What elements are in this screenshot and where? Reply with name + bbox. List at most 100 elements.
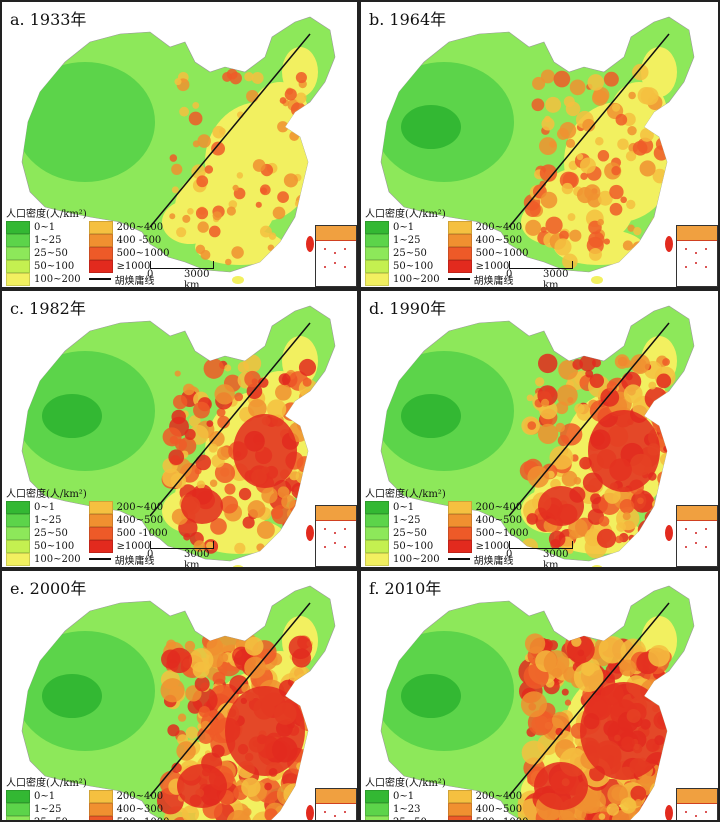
- density-cell: [283, 783, 306, 806]
- density-cell: [226, 206, 236, 216]
- legend-line-symbol: [447, 278, 470, 280]
- density-cell: [611, 809, 634, 820]
- legend-item: 25~50: [365, 246, 440, 260]
- legend-title: 人口密度(人/km²): [6, 209, 87, 220]
- scale-bar: 0 3000 km: [506, 541, 573, 567]
- legend-label: 100~200: [34, 273, 81, 285]
- map-panel-b: b. 1964年 人口密度(人/km²) 0~1 1~25 25~50 50~100 100…: [359, 0, 720, 289]
- south-china-sea-inset: [315, 225, 357, 287]
- legend-swatch: [447, 539, 472, 553]
- density-cell: [296, 115, 306, 124]
- density-cell: [241, 777, 261, 797]
- legend-item: 1~25: [365, 513, 440, 527]
- density-cell: [261, 487, 278, 504]
- population-density-map: [21, 305, 336, 567]
- density-cell: [302, 780, 314, 791]
- density-cell: [260, 187, 268, 194]
- density-cell: [224, 483, 236, 495]
- legend-swatch: [6, 233, 30, 247]
- density-cell: [184, 640, 196, 652]
- density-cell: [176, 227, 187, 238]
- density-cell: [526, 513, 539, 525]
- population-density-map: [21, 16, 336, 284]
- density-cell: [559, 122, 577, 139]
- legend-line-symbol: [88, 558, 111, 560]
- legend-item: 100~200: [6, 552, 81, 566]
- legend-swatch: [365, 220, 389, 234]
- legend-columns: 0~11~2325~5050~100100~200200~400400~5005…: [365, 789, 528, 820]
- legend-columns: 0~1 1~25 25~50 50~100 100~200 200~400 400~500 5…: [365, 500, 529, 567]
- legend-label: 500~1000: [475, 527, 529, 539]
- legend-item: 50~100: [6, 259, 81, 273]
- legend-swatch: [447, 259, 472, 273]
- panel-title: e. 2000年: [10, 579, 87, 598]
- density-cell: [525, 219, 542, 236]
- density-cell: [166, 639, 176, 650]
- density-cell: [236, 172, 244, 179]
- density-cell: [224, 364, 232, 372]
- density-cell: [211, 141, 226, 156]
- density-cell: [651, 794, 664, 807]
- legend-line-symbol: [447, 558, 470, 560]
- density-cell: [537, 423, 559, 444]
- inset-island-dot: [334, 815, 336, 817]
- legend-label: 胡焕庸线: [114, 275, 155, 287]
- density-cell: [264, 808, 278, 820]
- legend-item: 50~100: [365, 259, 440, 273]
- inset-island-dot: [685, 266, 687, 268]
- density-cell: [551, 711, 569, 729]
- legend-item: 100~200: [6, 272, 81, 286]
- density-cell: [264, 782, 272, 791]
- density-cell: [203, 358, 225, 379]
- density-cell: [278, 373, 291, 386]
- legend-item: 500~1000: [447, 815, 528, 820]
- legend-swatch: [6, 802, 30, 816]
- density-cell: [579, 157, 596, 174]
- legend-label: 400~500: [475, 514, 523, 526]
- density-cell: [663, 122, 673, 131]
- density-cell: [633, 226, 642, 236]
- inset-island-dot: [324, 248, 326, 250]
- density-cell: [625, 150, 637, 162]
- scale-bar-line: [509, 261, 573, 269]
- density-cell: [524, 201, 541, 218]
- density-cell: [292, 673, 318, 699]
- legend-swatch: [365, 815, 389, 820]
- legend-swatch: [88, 246, 113, 260]
- density-cell: [554, 238, 572, 256]
- density-cell: [561, 688, 569, 696]
- legend-swatch: [88, 220, 113, 234]
- density-cell: [626, 199, 636, 210]
- density-cell: [658, 476, 676, 494]
- legend-item: 500~1000: [447, 526, 529, 540]
- legend-swatch: [6, 500, 30, 514]
- legend-item-hu-line: 胡焕庸线: [447, 553, 529, 567]
- density-cell: [166, 647, 193, 674]
- legend-item: 400 -500: [88, 233, 170, 247]
- density-cell: [652, 509, 660, 517]
- density-cell: [627, 224, 635, 232]
- legend-label: ≥1000: [475, 540, 510, 552]
- legend-column-right: 200~400 400~500 500 -1000 ≥1000 胡焕庸线: [88, 500, 168, 567]
- density-cell: [214, 384, 235, 405]
- legend-item: 0~1: [6, 789, 81, 803]
- density-cell: [622, 240, 634, 251]
- legend-label: 500 -1000: [116, 527, 168, 539]
- legend-column-right: 200~400 400 -500 500~1000 ≥1000 胡焕庸线: [88, 220, 170, 287]
- density-cell: [212, 211, 222, 221]
- density-cell: [275, 384, 292, 401]
- density-cell: [191, 164, 206, 179]
- density-cell: [591, 89, 609, 106]
- density-cell: [229, 71, 242, 85]
- density-cell: [543, 650, 570, 676]
- density-cell: [277, 121, 289, 133]
- density-cell: [640, 535, 654, 549]
- density-cell: [547, 640, 559, 651]
- density-cell: [220, 495, 239, 514]
- inset-island-dot: [334, 252, 336, 254]
